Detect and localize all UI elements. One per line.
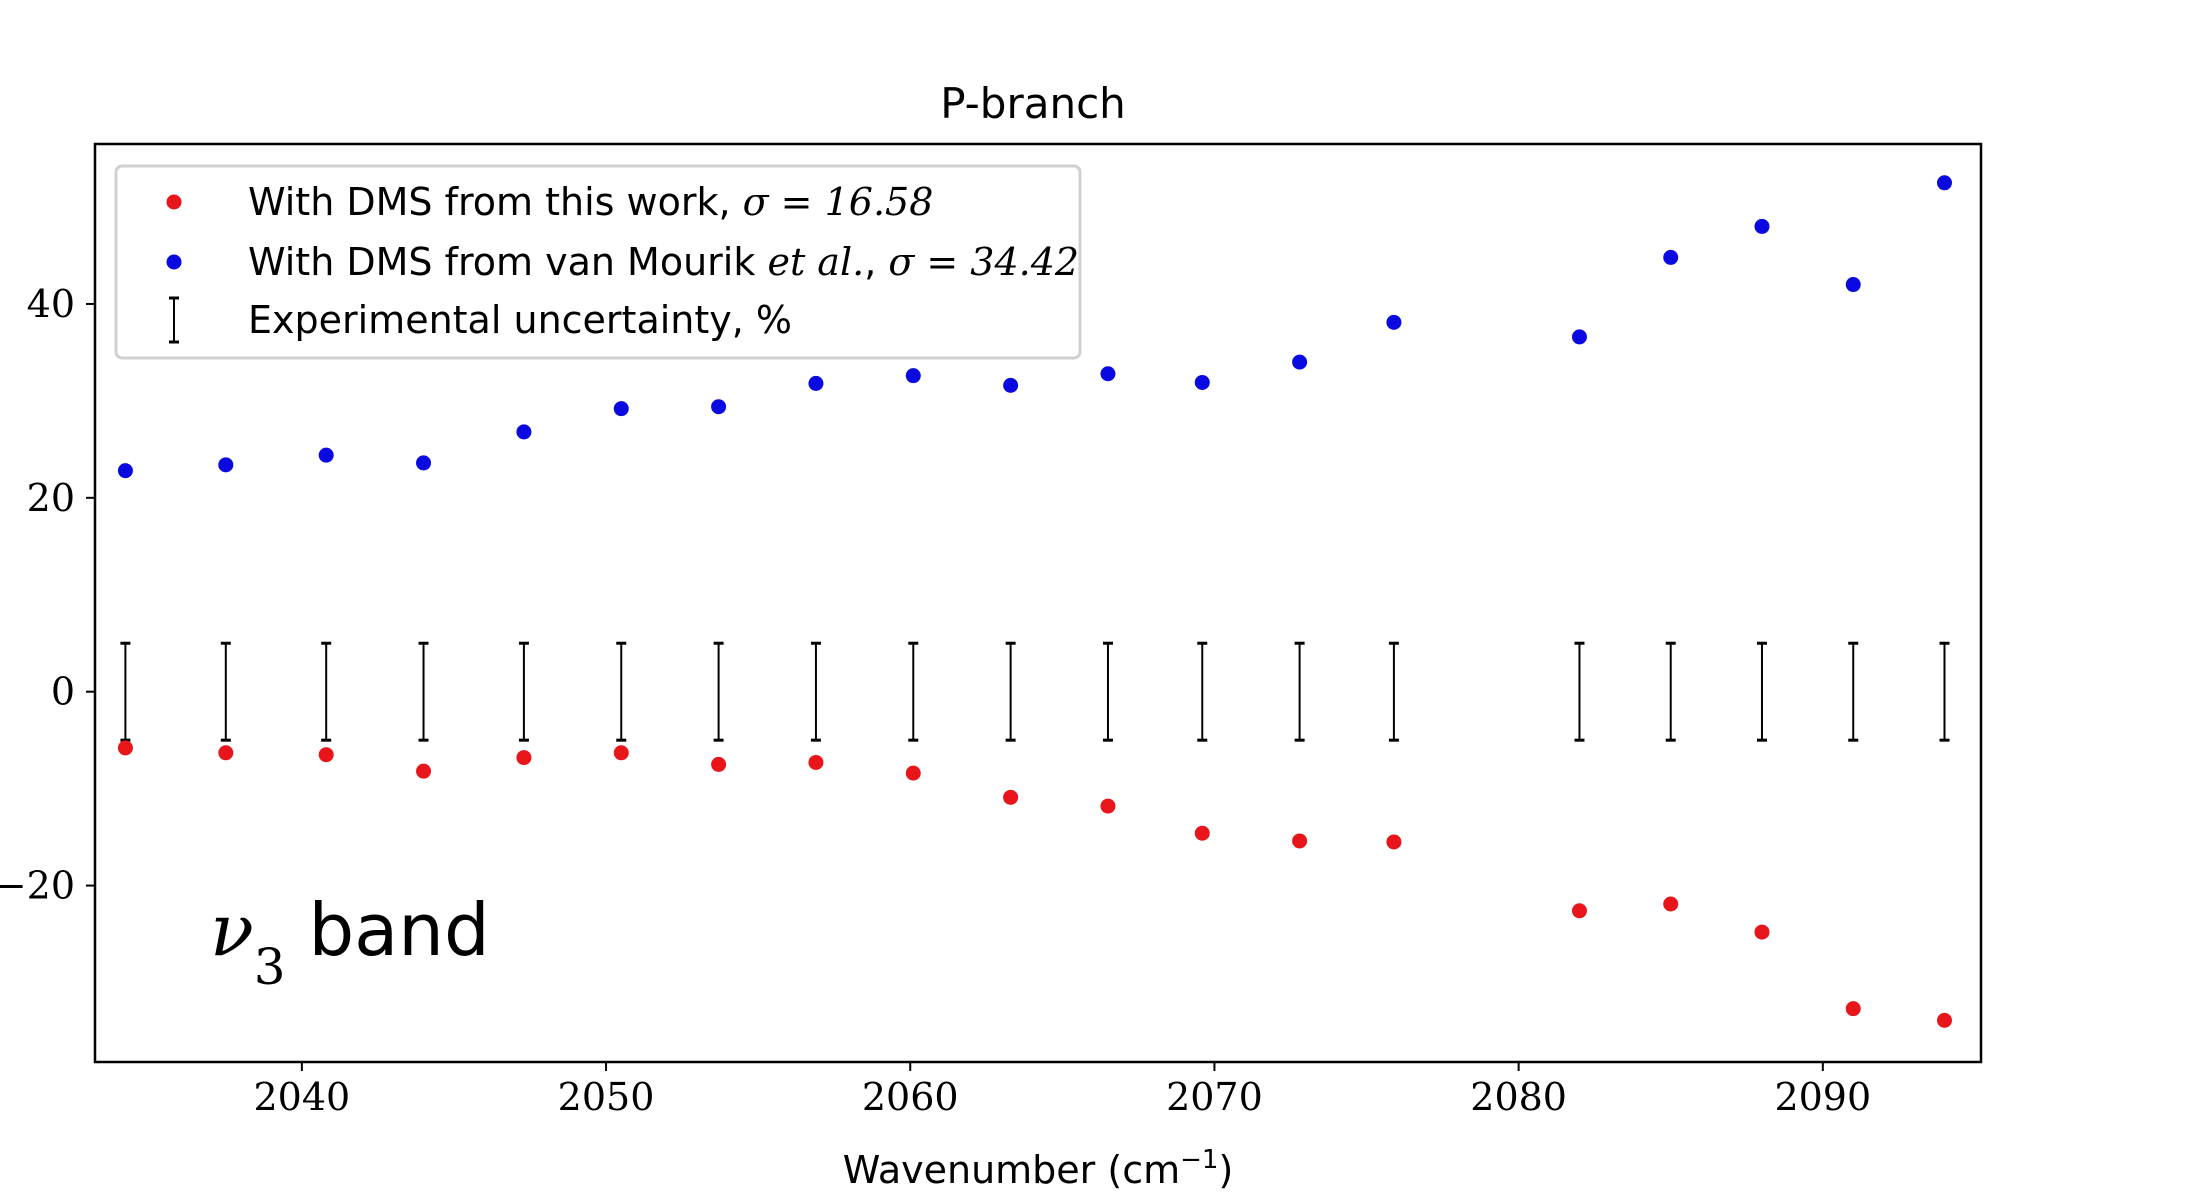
- series-1: [117, 740, 1952, 1028]
- x-tick-label: 2070: [1166, 1075, 1263, 1119]
- legend-marker: [166, 254, 182, 270]
- data-point: [1292, 833, 1308, 849]
- data-point: [808, 754, 824, 770]
- data-point: [1003, 377, 1019, 393]
- legend-entry: Experimental uncertainty, %: [169, 296, 792, 344]
- data-point: [1194, 374, 1210, 390]
- data-point: [905, 368, 921, 384]
- y-tick-label: 0: [51, 670, 75, 714]
- error-bar: [616, 641, 627, 742]
- error-bar: [1939, 641, 1950, 742]
- x-tick-label: 2090: [1774, 1075, 1871, 1119]
- legend-entry: With DMS from van Mourik et al., σ = 34.…: [166, 240, 1079, 284]
- data-point: [711, 399, 727, 415]
- y-tick-label: 40: [27, 282, 75, 326]
- x-tick-label: 2050: [558, 1075, 655, 1119]
- data-point: [613, 401, 629, 417]
- data-point: [1194, 825, 1210, 841]
- data-point: [1663, 249, 1679, 265]
- y-tick-label: −20: [0, 864, 75, 908]
- data-point: [1100, 798, 1116, 814]
- plot-frame: [93, 142, 1983, 1064]
- data-point: [905, 765, 921, 781]
- data-point: [218, 745, 234, 761]
- x-tick-label: 2060: [862, 1075, 959, 1119]
- data-point: [416, 455, 432, 471]
- error-bar: [120, 641, 131, 742]
- plot-marks: [117, 175, 1952, 1028]
- data-point: [1936, 1012, 1952, 1028]
- error-bar: [220, 641, 231, 742]
- data-point: [1663, 896, 1679, 912]
- band-annotation: ν3 band: [210, 888, 490, 996]
- data-point: [1386, 314, 1402, 330]
- data-point: [318, 447, 334, 463]
- error-bar: [1005, 641, 1016, 742]
- error-bar: [418, 641, 429, 742]
- data-point: [1936, 175, 1952, 191]
- legend-box: [114, 164, 1082, 360]
- legend-marker: [166, 194, 182, 210]
- data-point: [1100, 366, 1116, 382]
- error-bar: [908, 641, 919, 742]
- band-label: ν3 band: [210, 888, 490, 996]
- error-bar: [1388, 641, 1399, 742]
- data-point: [218, 457, 234, 473]
- axes: 2040 2050 2060 2070 2080 2090−2002040Wavenumb…: [0, 142, 1983, 1192]
- error-bar: [1197, 641, 1208, 742]
- error-bar: [1574, 641, 1585, 742]
- error-bar: [1848, 641, 1859, 742]
- x-axis-label: Wavenumber (cm−1): [843, 1145, 1234, 1192]
- data-point: [416, 763, 432, 779]
- data-point: [117, 740, 133, 756]
- chart-title: P-branch: [940, 79, 1126, 128]
- data-point: [808, 375, 824, 391]
- legend: With DMS from this work, σ = 16.58 With D…: [114, 164, 1082, 360]
- data-point: [1292, 354, 1308, 370]
- series-2: [117, 175, 1952, 479]
- legend-label: With DMS from van Mourik et al., σ = 34.…: [248, 240, 1079, 284]
- error-bar: [1665, 641, 1676, 742]
- error-bar: [518, 641, 529, 742]
- data-point: [1754, 924, 1770, 940]
- error-bar: [1756, 641, 1767, 742]
- data-point: [1003, 789, 1019, 805]
- x-tick-label: 2040: [253, 1075, 350, 1119]
- error-bar: [713, 641, 724, 742]
- error-bar: [321, 641, 332, 742]
- data-point: [516, 750, 532, 766]
- data-point: [318, 747, 334, 763]
- data-point: [117, 463, 133, 479]
- legend-entry: With DMS from this work, σ = 16.58: [166, 180, 933, 224]
- data-point: [1386, 834, 1402, 850]
- x-tick-label: 2080: [1470, 1075, 1567, 1119]
- data-point: [1571, 903, 1587, 919]
- legend-label: With DMS from this work, σ = 16.58: [248, 180, 933, 224]
- error-bar: [810, 641, 821, 742]
- error-bar: [1102, 641, 1113, 742]
- data-point: [1845, 277, 1861, 293]
- data-point: [1845, 1001, 1861, 1017]
- y-tick-label: 20: [27, 476, 75, 520]
- data-point: [516, 424, 532, 440]
- data-point: [613, 745, 629, 761]
- legend-label: Experimental uncertainty, %: [248, 298, 792, 342]
- error-bar: [1294, 641, 1305, 742]
- data-point: [1754, 218, 1770, 234]
- data-point: [1571, 329, 1587, 345]
- data-point: [711, 756, 727, 772]
